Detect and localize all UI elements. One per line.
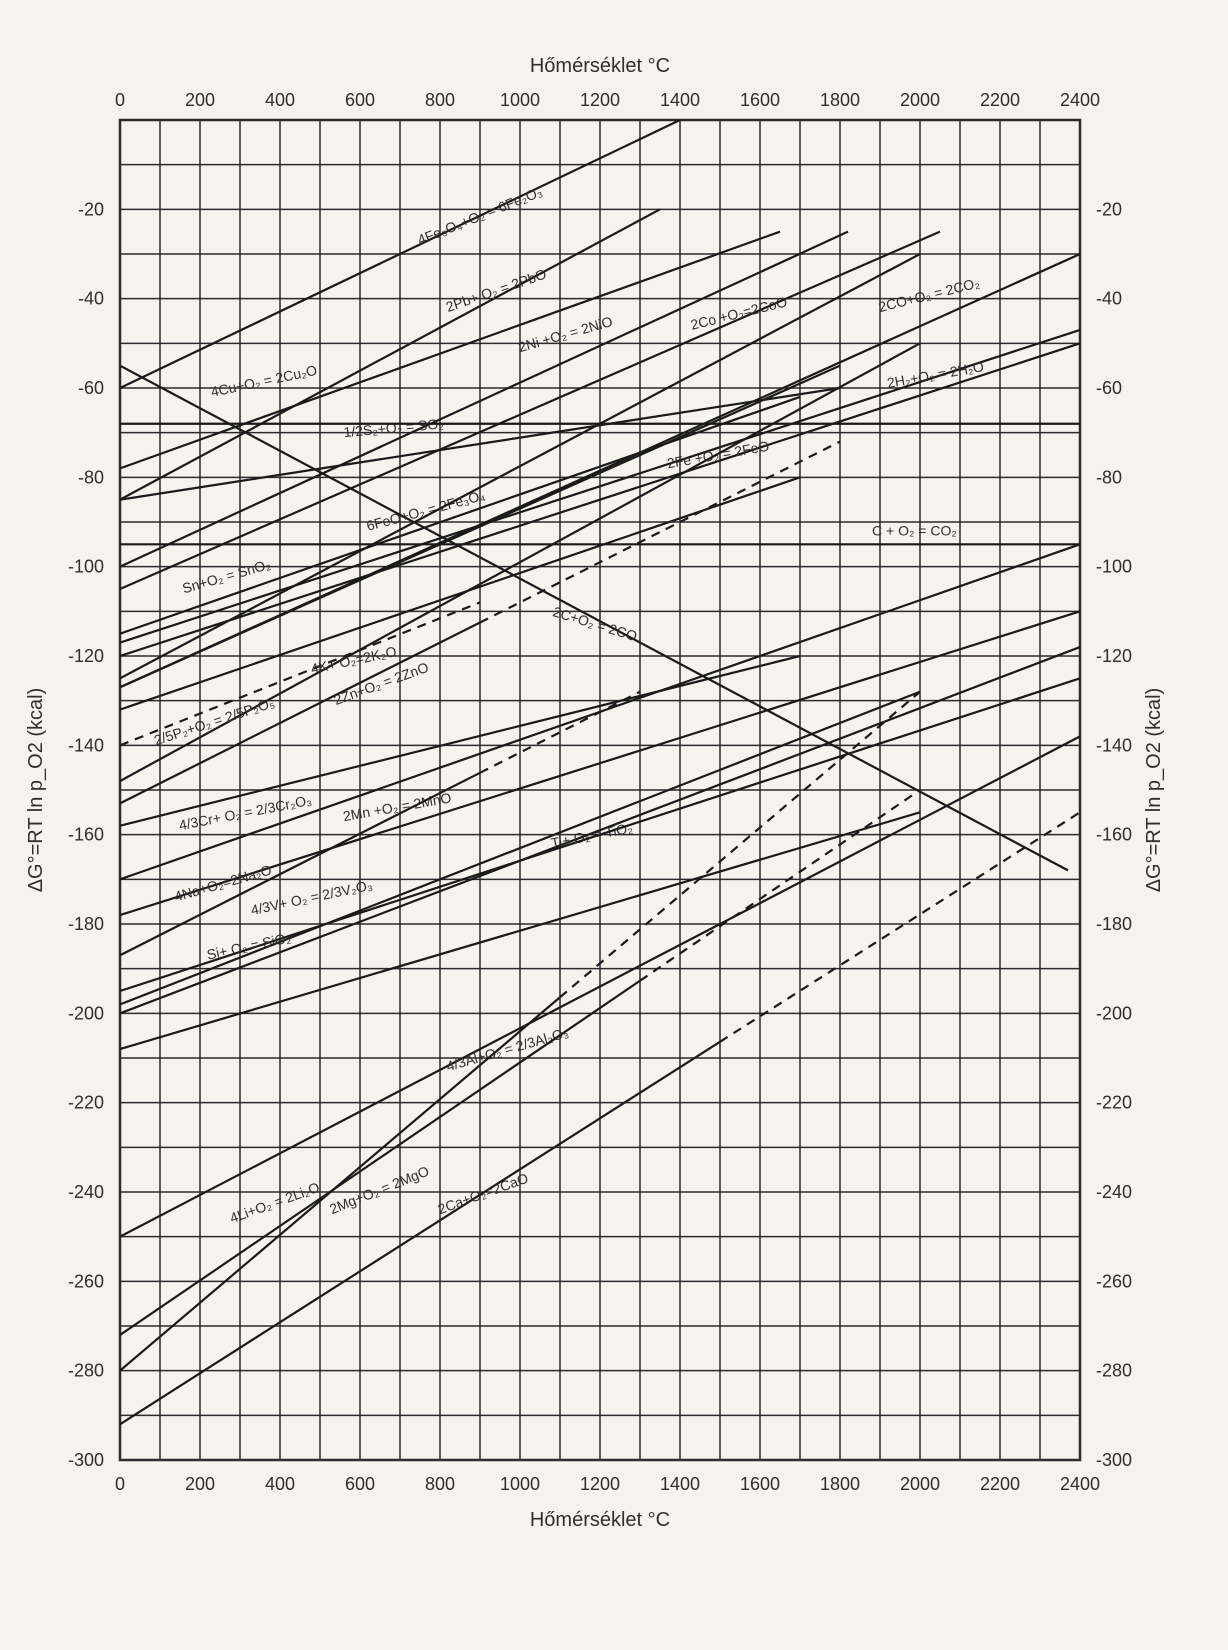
y-tick-left: -240	[68, 1182, 104, 1202]
y-tick-left: -200	[68, 1003, 104, 1023]
x-tick-bottom: 1800	[820, 1474, 860, 1494]
y-tick-left: -300	[68, 1450, 104, 1470]
x-tick-top: 400	[265, 90, 295, 110]
y-tick-right: -260	[1096, 1271, 1132, 1291]
y-tick-left: -260	[68, 1271, 104, 1291]
x-axis-title-bottom: Hőmérséklet °C	[530, 1509, 670, 1531]
x-tick-bottom: 1600	[740, 1474, 780, 1494]
x-tick-bottom: 1000	[500, 1474, 540, 1494]
x-tick-top: 2200	[980, 90, 1020, 110]
x-tick-bottom: 800	[425, 1474, 455, 1494]
series-label: C + O₂ = CO₂	[872, 522, 957, 538]
y-tick-right: -20	[1096, 199, 1122, 219]
y-tick-left: -40	[78, 289, 104, 309]
y-tick-right: -280	[1096, 1361, 1132, 1381]
x-tick-bottom: 200	[185, 1474, 215, 1494]
x-axis-title-top: Hőmérséklet °C	[530, 55, 670, 77]
y-tick-right: -100	[1096, 557, 1132, 577]
y-tick-left: -120	[68, 646, 104, 666]
ellingham-chart: 0 0 200 200 400 400 600 600 800 800 1000 1000 1200 12…	[0, 0, 1228, 1650]
y-tick-right: -300	[1096, 1450, 1132, 1470]
y-tick-left: -280	[68, 1361, 104, 1381]
x-tick-bottom: 2200	[980, 1474, 1020, 1494]
y-axis-title-left: ΔG°=RT ln p_O2 (kcal)	[25, 688, 47, 893]
y-tick-left: -60	[78, 378, 104, 398]
x-tick-bottom: 0	[115, 1474, 125, 1494]
y-tick-right: -220	[1096, 1093, 1132, 1113]
x-tick-bottom: 600	[345, 1474, 375, 1494]
y-tick-left: -220	[68, 1093, 104, 1113]
y-tick-right: -160	[1096, 825, 1132, 845]
x-tick-top: 1800	[820, 90, 860, 110]
y-tick-left: -20	[78, 199, 104, 219]
y-tick-right: -200	[1096, 1003, 1132, 1023]
y-tick-right: -180	[1096, 914, 1132, 934]
x-tick-top: 2000	[900, 90, 940, 110]
x-tick-top: 0	[115, 90, 125, 110]
x-tick-bottom: 1400	[660, 1474, 700, 1494]
ellingham-diagram-page: { "chart": { "type": "line", "width_px":…	[0, 0, 1228, 1650]
y-tick-left: -140	[68, 735, 104, 755]
y-tick-right: -140	[1096, 735, 1132, 755]
y-tick-right: -80	[1096, 467, 1122, 487]
y-axis-title-right: ΔG°=RT ln p_O2 (kcal)	[1143, 688, 1165, 893]
x-tick-bottom: 2400	[1060, 1474, 1100, 1494]
y-tick-left: -180	[68, 914, 104, 934]
y-tick-right: -240	[1096, 1182, 1132, 1202]
x-tick-top: 1600	[740, 90, 780, 110]
x-tick-top: 2400	[1060, 90, 1100, 110]
x-tick-bottom: 400	[265, 1474, 295, 1494]
y-tick-right: -120	[1096, 646, 1132, 666]
y-tick-left: -80	[78, 467, 104, 487]
x-tick-top: 1000	[500, 90, 540, 110]
y-tick-left: -160	[68, 825, 104, 845]
y-tick-right: -60	[1096, 378, 1122, 398]
x-tick-top: 200	[185, 90, 215, 110]
x-tick-bottom: 1200	[580, 1474, 620, 1494]
x-tick-top: 1400	[660, 90, 700, 110]
x-tick-top: 600	[345, 90, 375, 110]
x-tick-bottom: 2000	[900, 1474, 940, 1494]
x-tick-top: 1200	[580, 90, 620, 110]
y-tick-right: -40	[1096, 289, 1122, 309]
x-tick-top: 800	[425, 90, 455, 110]
y-tick-left: -100	[68, 557, 104, 577]
